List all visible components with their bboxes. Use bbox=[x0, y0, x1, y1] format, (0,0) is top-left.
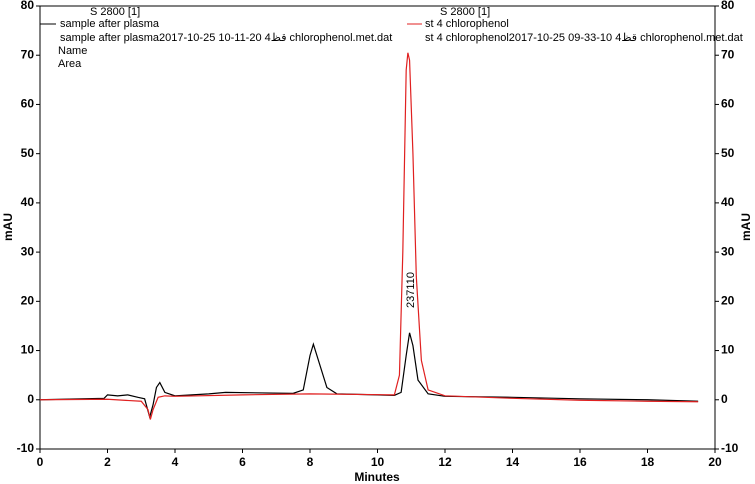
y2-tick-label: 60 bbox=[721, 97, 735, 111]
x-tick-label: 4 bbox=[172, 455, 179, 469]
y2-tick-label: 80 bbox=[721, 0, 735, 12]
y2-tick-label: 10 bbox=[721, 343, 735, 357]
series-line bbox=[39, 332, 699, 420]
legend-field: Name bbox=[58, 45, 87, 57]
x-axis-label: Minutes bbox=[354, 470, 400, 484]
y-axis-label: mAU bbox=[1, 213, 15, 241]
x-tick-label: 12 bbox=[438, 455, 452, 469]
y2-tick-label: -10 bbox=[721, 441, 739, 455]
x-tick-label: 6 bbox=[239, 455, 246, 469]
y-tick-label: 60 bbox=[21, 97, 35, 111]
x-tick-label: 14 bbox=[506, 455, 520, 469]
y2-tick-label: 50 bbox=[721, 146, 735, 160]
x-tick-label: 0 bbox=[37, 455, 44, 469]
legend-label: sample after plasma bbox=[60, 18, 160, 30]
y2-tick-label: 70 bbox=[721, 47, 735, 61]
y2-tick-label: 20 bbox=[721, 294, 735, 308]
legend-file: st 4 chlorophenol2017-10-25 09-33-10 قظ4… bbox=[425, 32, 743, 44]
y-tick-label: 50 bbox=[21, 146, 35, 160]
legend-field: Area bbox=[58, 58, 82, 70]
x-tick-label: 16 bbox=[573, 455, 587, 469]
x-tick-label: 10 bbox=[371, 455, 385, 469]
x-tick-label: 18 bbox=[641, 455, 655, 469]
legend-label: st 4 chlorophenol bbox=[425, 18, 509, 30]
legend-file: sample after plasma2017-10-25 10-11-20 ق… bbox=[60, 32, 392, 44]
series-line bbox=[39, 52, 699, 420]
y2-tick-label: 30 bbox=[721, 244, 735, 258]
x-tick-label: 2 bbox=[104, 455, 111, 469]
x-tick-label: 20 bbox=[708, 455, 722, 469]
y-tick-label: 20 bbox=[21, 294, 35, 308]
y-tick-label: 70 bbox=[21, 47, 35, 61]
peak-annotation: 237110 bbox=[405, 272, 417, 308]
y-tick-label: 30 bbox=[21, 244, 35, 258]
x-tick-label: 8 bbox=[307, 455, 314, 469]
legend-detector: S 2800 [1] bbox=[440, 6, 490, 18]
y-tick-label: 10 bbox=[21, 343, 35, 357]
legend-detector: S 2800 [1] bbox=[90, 6, 140, 18]
y-tick-label: 40 bbox=[21, 195, 35, 209]
y-tick-label: -10 bbox=[17, 441, 35, 455]
y-tick-label: 0 bbox=[27, 392, 34, 406]
plot-frame bbox=[39, 5, 716, 450]
y-tick-label: 80 bbox=[21, 0, 35, 12]
y2-axis-label: mAU bbox=[739, 213, 753, 241]
y2-tick-label: 0 bbox=[721, 392, 728, 406]
y2-tick-label: 40 bbox=[721, 195, 735, 209]
